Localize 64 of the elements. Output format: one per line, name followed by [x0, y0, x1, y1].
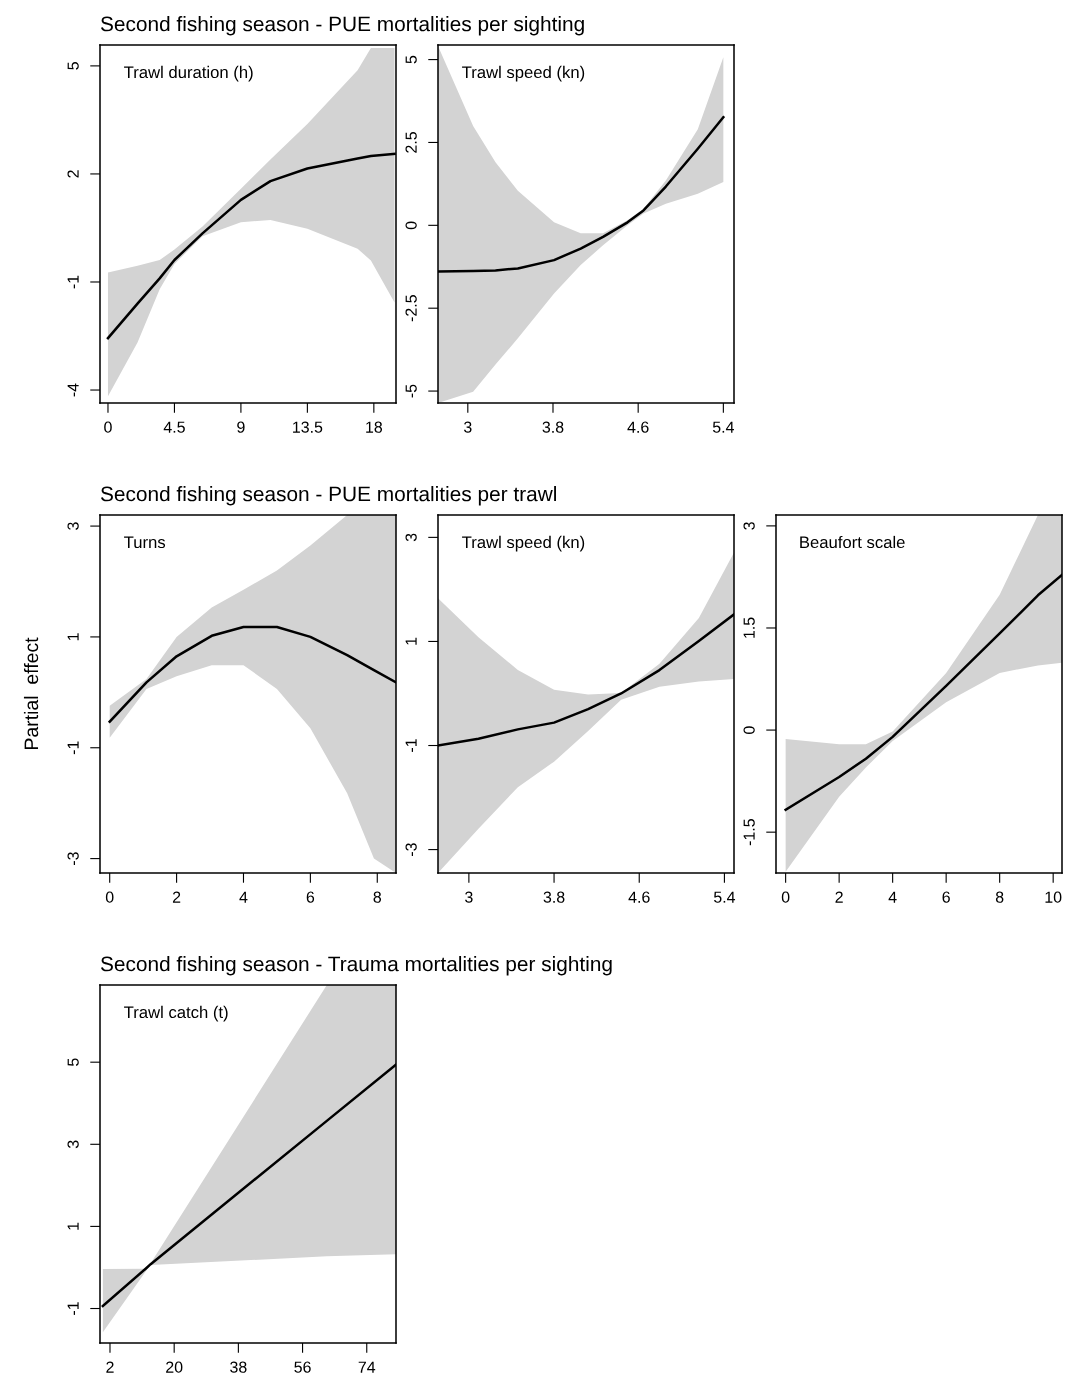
x-tick-label: 4.6: [627, 421, 649, 433]
y-tick-label: 1: [67, 633, 79, 641]
y-axis-title: Partial effect: [23, 637, 39, 749]
x-tick-label: 3.8: [542, 421, 564, 433]
chart-title: Second fishing season - PUE mortalities per trawl: [100, 486, 556, 506]
x-tick-label: 6: [942, 891, 950, 903]
x-tick-label: 8: [373, 891, 382, 903]
x-tick-label: 5.4: [713, 891, 736, 903]
x-tick-label: 6: [306, 891, 315, 903]
x-tick-label: 0: [105, 891, 114, 903]
y-tick-label: 1.5: [743, 617, 755, 638]
x-tick-label: 0: [781, 891, 790, 903]
y-tick-label: 3: [67, 522, 79, 530]
annotation: Beaufort scale: [800, 535, 905, 549]
y-tick-label: 2: [67, 170, 79, 178]
x-tick-label: 0: [104, 421, 112, 433]
y-tick-label: 3: [743, 522, 755, 530]
annotation: Trawl catch (t): [124, 1005, 228, 1022]
x-tick-label: 13.5: [293, 421, 323, 433]
x-tick-label: 10: [1045, 891, 1062, 903]
y-tick-label: 1: [405, 637, 417, 645]
y-tick-label: 2.5: [405, 132, 417, 153]
y-tick-label: 0: [743, 726, 755, 734]
y-tick-label: 0: [405, 221, 417, 230]
annotation: Trawl speed (kn): [462, 535, 585, 552]
x-tick-label: 8: [995, 891, 1004, 903]
x-tick-label: 4: [239, 891, 248, 903]
x-tick-label: 3.8: [543, 891, 565, 903]
x-tick-label: 56: [294, 1361, 311, 1373]
y-tick-label: -1: [405, 739, 417, 752]
x-tick-label: 4.6: [628, 891, 650, 903]
y-tick-label: 5: [67, 62, 79, 70]
x-tick-label: 3: [463, 421, 472, 433]
x-tick-label: 5.4: [712, 421, 734, 433]
y-tick-label: 5: [67, 1058, 79, 1066]
y-tick-label: 3: [67, 1140, 79, 1149]
annotation: Turns: [124, 536, 166, 549]
y-tick-label: 3: [405, 533, 417, 542]
x-tick-label: 2: [106, 1361, 114, 1373]
x-tick-label: 2: [172, 891, 181, 903]
y-tick-label: -1: [67, 1302, 79, 1315]
y-tick-label: -4: [67, 383, 79, 397]
x-tick-label: 20: [166, 1361, 183, 1373]
x-tick-label: 2: [835, 891, 843, 903]
chart-title: Second fishing season - PUE mortalities per sighting: [100, 16, 584, 36]
y-tick-label: 5: [405, 55, 417, 64]
y-tick-label: -3: [67, 852, 79, 865]
y-tick-label: -5: [405, 384, 417, 398]
x-tick-label: 4.5: [163, 421, 185, 433]
x-tick-label: 74: [358, 1361, 376, 1373]
y-tick-label: -1: [67, 275, 79, 289]
x-tick-label: 3: [465, 891, 473, 903]
chart-title: Second fishing season - Trauma mortalities per sighting: [100, 956, 612, 976]
y-tick-label: -2.5: [405, 295, 417, 322]
x-tick-label: 38: [230, 1361, 247, 1373]
y-tick-label: -1.5: [743, 819, 755, 846]
y-tick-label: 1: [67, 1222, 79, 1230]
y-tick-label: -3: [405, 843, 417, 856]
annotation: Trawl duration (h): [124, 65, 253, 82]
x-tick-label: 9: [237, 421, 245, 433]
x-tick-label: 4: [888, 891, 897, 903]
x-tick-label: 18: [366, 421, 383, 433]
y-tick-label: -1: [67, 741, 79, 755]
annotation: Trawl speed (kn): [462, 65, 585, 82]
